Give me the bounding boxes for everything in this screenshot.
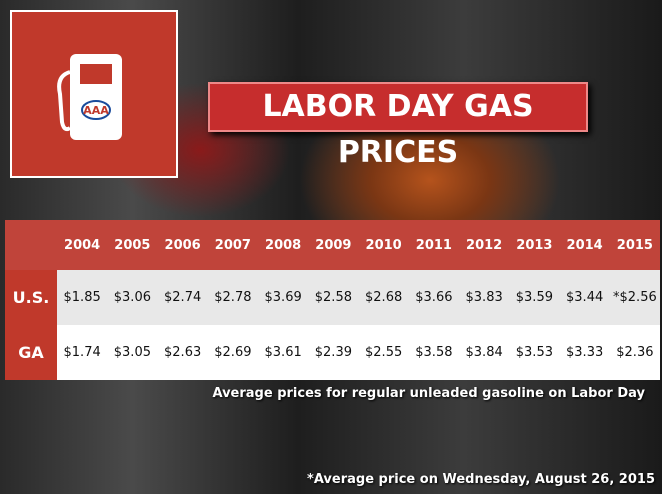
price-cell: $2.39 <box>314 345 352 360</box>
price-cell: $3.58 <box>415 345 453 360</box>
price-cell: $2.55 <box>365 345 403 360</box>
caption: Average prices for regular unleaded gaso… <box>212 386 645 401</box>
title: LABOR DAY GAS PRICES <box>208 82 588 170</box>
year-header: 2006 <box>164 237 201 253</box>
price-cell: $2.74 <box>164 290 202 305</box>
year-header: 2004 <box>64 237 101 253</box>
price-cell: $3.44 <box>566 290 604 305</box>
year-header: 2015 <box>616 237 653 253</box>
row-bg <box>57 325 660 380</box>
price-cell: $1.85 <box>63 290 101 305</box>
year-header: 2005 <box>114 237 151 253</box>
year-header: 2009 <box>315 237 352 253</box>
year-header: 2007 <box>214 237 251 253</box>
row-bg <box>57 270 660 325</box>
price-cell: $3.05 <box>113 345 151 360</box>
logo: AAA <box>83 104 109 117</box>
price-cell: $1.74 <box>63 345 101 360</box>
price-cell: $3.33 <box>566 345 604 360</box>
price-cell: $3.53 <box>515 345 553 360</box>
price-cell: $2.69 <box>214 345 252 360</box>
price-cell: *$2.56 <box>613 290 657 305</box>
year-header: 2008 <box>265 237 302 253</box>
year-header: 2010 <box>365 237 402 253</box>
price-cell: $3.66 <box>415 290 453 305</box>
price-cell: $2.63 <box>164 345 202 360</box>
price-cell: $3.06 <box>113 290 151 305</box>
year-header: 2012 <box>466 237 503 253</box>
price-cell: $2.78 <box>214 290 252 305</box>
price-cell: $3.59 <box>515 290 553 305</box>
header-row <box>5 220 660 270</box>
price-cell: $3.61 <box>264 345 302 360</box>
price-cell: $2.36 <box>616 345 654 360</box>
year-header: 2011 <box>415 237 452 253</box>
pump-svg: AAA <box>57 54 122 140</box>
price-cell: $3.83 <box>465 290 503 305</box>
price-cell: $3.84 <box>465 345 503 360</box>
price-cell: $2.68 <box>365 290 403 305</box>
row-label: GA <box>5 325 57 380</box>
footnote: *Average price on Wednesday, August 26, … <box>307 472 655 487</box>
price-cell: $3.69 <box>264 290 302 305</box>
table: 2004 2005 2006 2007 2008 2009 2010 2011 2012 2013… <box>5 220 660 380</box>
year-header: 2014 <box>566 237 603 253</box>
price-cell: $2.58 <box>314 290 352 305</box>
year-header: 2013 <box>516 237 553 253</box>
row-label: U.S. <box>5 270 57 325</box>
pump-icon: AAA <box>10 10 178 178</box>
